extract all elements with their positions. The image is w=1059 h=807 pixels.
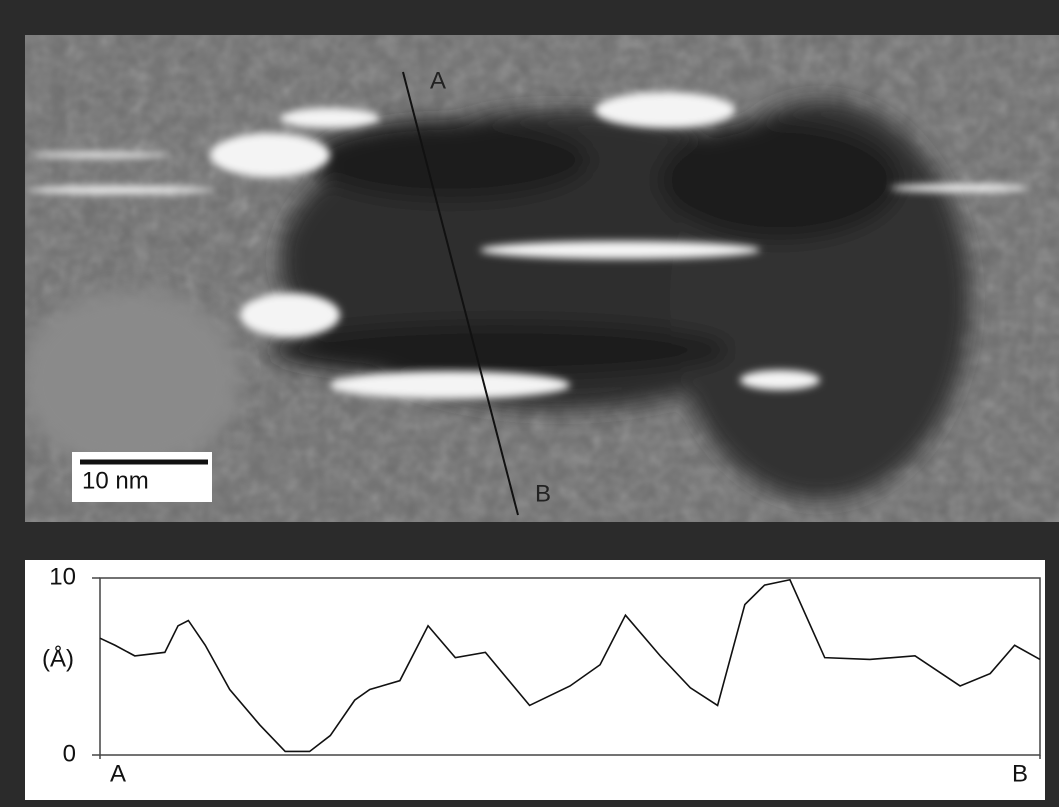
stm-image bbox=[20, 35, 1059, 522]
figure: A B 10 nm (Å) 0 10 A B bbox=[0, 0, 1059, 807]
scale-bar-label: 10 nm bbox=[82, 467, 149, 494]
x-tick-label: B bbox=[1012, 760, 1028, 787]
line-start-label: A bbox=[430, 67, 446, 94]
y-axis-label: (Å) bbox=[42, 644, 74, 672]
line-end-label: B bbox=[535, 480, 551, 507]
y-tick-label: 0 bbox=[63, 740, 76, 767]
y-tick-label: 10 bbox=[49, 563, 76, 590]
profile-panel bbox=[25, 560, 1045, 800]
page: A B 10 nm (Å) 010AB (() => { const data … bbox=[0, 0, 1059, 807]
x-tick-label: A bbox=[110, 760, 126, 787]
